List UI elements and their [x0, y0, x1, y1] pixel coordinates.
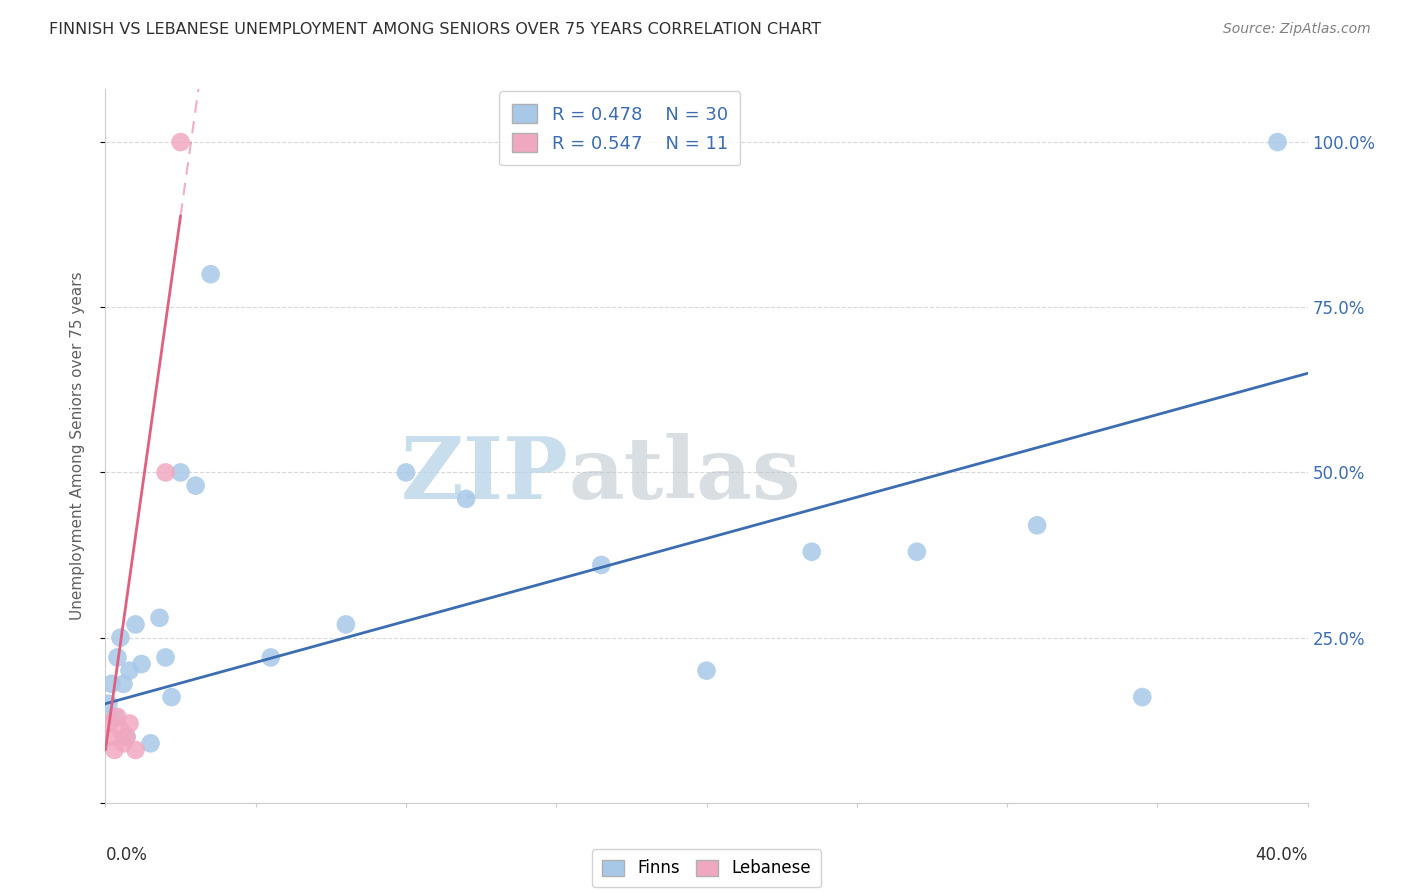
- Point: [139, 736, 162, 750]
- Point: [160, 690, 183, 704]
- Point: [100, 730, 122, 744]
- Text: Source: ZipAtlas.com: Source: ZipAtlas.com: [1223, 22, 1371, 37]
- Point: [200, 267, 222, 281]
- Point: [115, 730, 138, 744]
- Point: [155, 466, 177, 480]
- Y-axis label: Unemployment Among Seniors over 75 years: Unemployment Among Seniors over 75 years: [70, 272, 84, 620]
- Text: 40.0%: 40.0%: [1256, 846, 1308, 863]
- Point: [155, 650, 177, 665]
- Point: [110, 723, 132, 738]
- Point: [1267, 135, 1289, 149]
- Point: [118, 716, 141, 731]
- Point: [107, 650, 129, 665]
- Point: [97, 697, 120, 711]
- Point: [184, 478, 207, 492]
- Point: [260, 650, 283, 665]
- Point: [107, 710, 129, 724]
- Point: [1026, 518, 1049, 533]
- Legend: Finns, Lebanese: Finns, Lebanese: [592, 849, 821, 888]
- Point: [169, 466, 191, 480]
- Point: [169, 135, 191, 149]
- Point: [124, 617, 146, 632]
- Point: [148, 611, 170, 625]
- Text: atlas: atlas: [568, 433, 801, 516]
- Point: [103, 743, 125, 757]
- Point: [97, 716, 120, 731]
- Point: [800, 545, 823, 559]
- Point: [696, 664, 718, 678]
- Text: FINNISH VS LEBANESE UNEMPLOYMENT AMONG SENIORS OVER 75 YEARS CORRELATION CHART: FINNISH VS LEBANESE UNEMPLOYMENT AMONG S…: [49, 22, 821, 37]
- Point: [335, 617, 357, 632]
- Point: [395, 466, 418, 480]
- Point: [131, 657, 153, 671]
- Point: [100, 677, 122, 691]
- Point: [103, 710, 125, 724]
- Point: [112, 736, 135, 750]
- Point: [118, 664, 141, 678]
- Point: [905, 545, 928, 559]
- Point: [112, 677, 135, 691]
- Point: [454, 491, 477, 506]
- Point: [124, 743, 146, 757]
- Point: [1130, 690, 1153, 704]
- Point: [591, 558, 613, 572]
- Point: [115, 730, 138, 744]
- Text: 0.0%: 0.0%: [105, 846, 148, 863]
- Point: [110, 631, 132, 645]
- Text: ZIP: ZIP: [401, 433, 568, 516]
